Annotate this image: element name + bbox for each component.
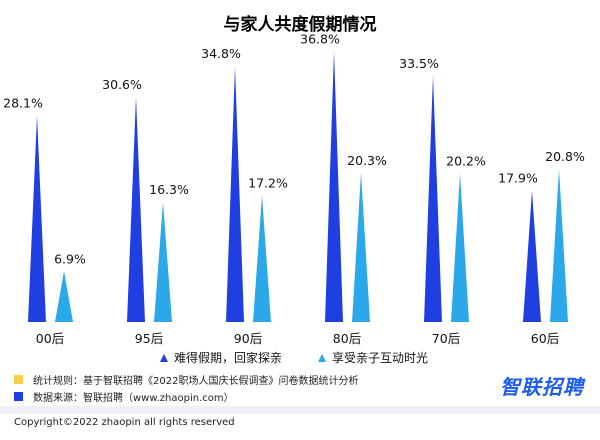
rule-color-swatch: [14, 375, 23, 384]
legend-marker-1: [318, 354, 326, 362]
data-label-visit-family-4: 33.5%: [399, 56, 439, 71]
category-label-5: 60后: [531, 331, 559, 346]
bar-parent-child-1: [154, 202, 172, 322]
data-source-note: 数据来源：智联招聘（www.zhaopin.com）: [14, 389, 234, 404]
stat-rule-note: 统计规则：基于智联招聘《2022职场人国庆长假调查》问卷数据统计分析: [14, 372, 358, 387]
category-label-1: 95后: [135, 331, 163, 346]
data-label-visit-family-3: 36.8%: [300, 32, 340, 47]
bar-parent-child-4: [451, 173, 469, 322]
bar-parent-child-5: [550, 169, 568, 322]
bar-visit-family-5: [523, 190, 541, 322]
data-label-visit-family-1: 30.6%: [102, 77, 142, 92]
bar-visit-family-0: [28, 115, 46, 322]
data-label-visit-family-5: 17.9%: [498, 170, 538, 185]
legend-label-1: 享受亲子互动时光: [332, 350, 428, 365]
bar-visit-family-4: [424, 75, 442, 323]
legend-label-0: 难得假期，回家探亲: [174, 350, 282, 365]
category-label-2: 90后: [234, 331, 262, 346]
bar-visit-family-3: [325, 51, 343, 323]
category-label-3: 80后: [333, 331, 361, 346]
data-label-parent-child-4: 20.2%: [446, 154, 486, 169]
data-label-parent-child-3: 20.3%: [347, 153, 387, 168]
bar-parent-child-3: [352, 172, 370, 322]
category-label-0: 00后: [36, 331, 64, 346]
data-label-visit-family-2: 34.8%: [201, 46, 241, 61]
stat-rule-text: 统计规则：基于智联招聘《2022职场人国庆长假调查》问卷数据统计分析: [33, 376, 359, 387]
bar-parent-child-2: [253, 195, 271, 322]
chart-title: 与家人共度假期情况: [224, 14, 377, 35]
data-label-parent-child-2: 17.2%: [248, 176, 288, 191]
data-label-parent-child-5: 20.8%: [545, 149, 585, 164]
zhaopin-logo: 智联招聘: [500, 375, 584, 399]
data-label-parent-child-1: 16.3%: [149, 182, 189, 197]
bar-parent-child-0: [55, 271, 73, 322]
data-label-visit-family-0: 28.1%: [3, 95, 43, 110]
data-label-parent-child-0: 6.9%: [54, 251, 86, 266]
source-color-swatch: [14, 392, 23, 401]
legend-marker-0: [160, 354, 168, 362]
category-label-4: 70后: [432, 331, 460, 346]
chart-marks: 28.1% 6.9% 00后 30.6% 16.3% 95后 34.8% 17.2% 90后 36…: [3, 32, 585, 346]
copyright-text: Copyright©2022 zhaopin all rights reserv…: [14, 417, 235, 428]
bar-visit-family-1: [127, 97, 145, 322]
bar-visit-family-2: [226, 66, 244, 322]
data-source-text: 数据来源：智联招聘（www.zhaopin.com）: [33, 393, 234, 404]
chart-legend: 难得假期，回家探亲 享受亲子互动时光: [160, 350, 428, 365]
footer-divider: [0, 406, 600, 414]
